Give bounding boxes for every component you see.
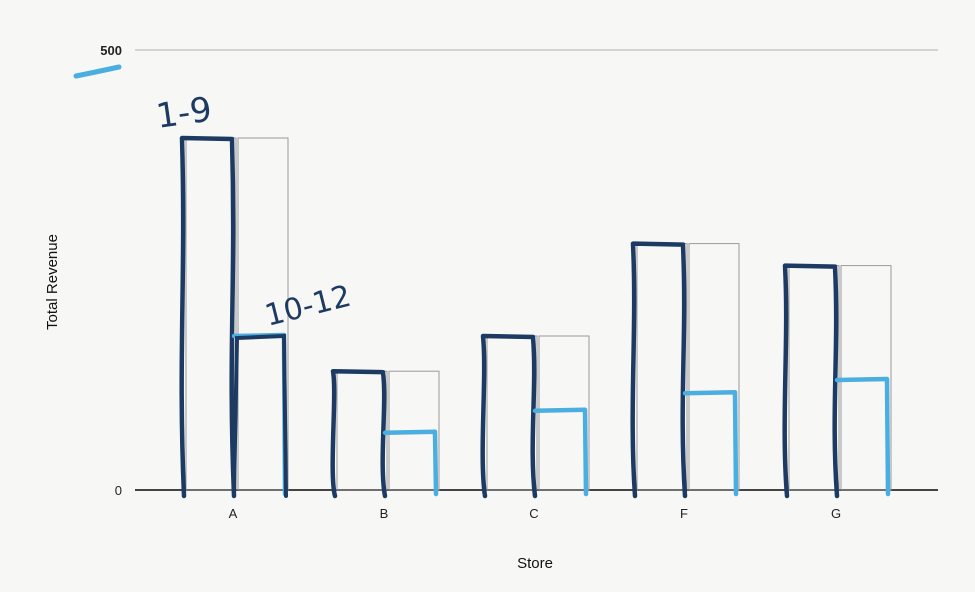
bars-group	[179, 135, 892, 499]
y-axis-title: Total Revenue	[44, 234, 61, 330]
bar-outline-f-series-1	[636, 243, 688, 491]
bar-a-10-12-dark-overdraw	[232, 333, 288, 498]
bar-outline-b-series-1	[336, 370, 388, 491]
series-label-1-9: 1-9	[154, 90, 215, 137]
bar-outline-a-frame	[237, 137, 289, 491]
x-axis-title: Store	[517, 555, 553, 572]
y-tick-label: 500	[100, 43, 122, 58]
bar-outline-g-series-1	[788, 265, 840, 491]
bar-outline-f-frame	[688, 243, 740, 491]
x-tick-label-g: G	[831, 506, 841, 521]
bar-a-1-9	[179, 135, 237, 499]
bar-b-1-9	[330, 368, 388, 499]
bar-outline-c-frame	[538, 335, 590, 491]
bar-outline-c-series-1	[486, 335, 538, 491]
x-tick-label-b: B	[380, 506, 389, 521]
bar-c-1-9	[480, 333, 538, 499]
hand-mark-under-500	[73, 64, 122, 79]
y-tick-label: 0	[115, 483, 122, 498]
bar-g-1-9	[782, 263, 840, 499]
x-tick-label-c: C	[529, 506, 538, 521]
x-tick-labels: A B C F G	[229, 506, 841, 521]
bar-a-10-12	[231, 332, 288, 497]
bar-b-10-12	[382, 429, 439, 497]
bar-c-10-12	[532, 407, 589, 497]
bar-f-1-9	[630, 241, 688, 499]
series-label-10-12: 10-12	[261, 279, 354, 334]
x-tick-label-a: A	[229, 506, 238, 521]
bar-outline-a-series-1	[185, 137, 237, 491]
x-tick-label-f: F	[680, 506, 688, 521]
bar-f-10-12	[682, 389, 739, 497]
bar-g-10-12	[834, 376, 891, 497]
